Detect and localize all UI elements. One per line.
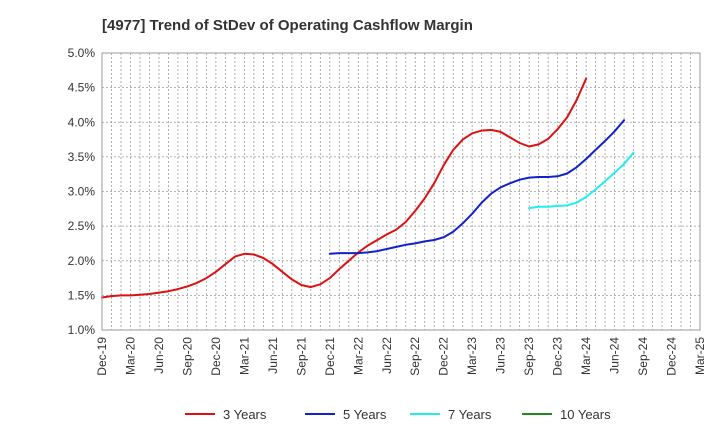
x-tick-label: Mar-21 <box>237 337 251 375</box>
x-tick-label: Dec-21 <box>323 337 337 376</box>
y-tick-label: 4.5% <box>68 81 96 95</box>
x-tick-label: Mar-22 <box>351 337 365 375</box>
x-tick-label: Jun-24 <box>608 337 622 374</box>
x-tick-label: Sep-21 <box>294 337 308 376</box>
series-line <box>528 151 635 210</box>
plot-frame <box>101 52 701 331</box>
x-tick-label: Sep-22 <box>408 337 422 376</box>
legend-label: 7 Years <box>448 407 492 422</box>
x-tick-label: Jun-20 <box>152 337 166 374</box>
grid <box>101 52 701 331</box>
x-tick-label: Sep-20 <box>180 337 194 376</box>
y-axis-ticks: 1.0% 1.5% 2.0% 2.5% 3.0% 3.5% 4.0% 4.5% 5.0% <box>68 46 96 337</box>
legend-label: 10 Years <box>560 407 611 422</box>
legend-label: 5 Years <box>343 407 387 422</box>
y-tick-label: 1.0% <box>68 323 96 337</box>
x-tick-label: Jun-22 <box>380 337 394 374</box>
x-tick-label: Dec-24 <box>665 337 679 376</box>
y-tick-label: 3.5% <box>68 150 96 164</box>
x-tick-label: Dec-22 <box>437 337 451 376</box>
x-tick-label: Sep-23 <box>522 337 536 376</box>
x-tick-label: Mar-25 <box>693 337 707 375</box>
y-tick-label: 3.0% <box>68 185 96 199</box>
series-line <box>328 119 626 255</box>
x-tick-label: Jun-23 <box>494 337 508 374</box>
x-tick-label: Mar-24 <box>579 337 593 375</box>
x-tick-label: Jun-21 <box>266 337 280 374</box>
x-tick-label: Dec-19 <box>95 337 109 376</box>
y-tick-label: 2.5% <box>68 219 96 233</box>
y-tick-label: 4.0% <box>68 115 96 129</box>
x-axis-ticks: Dec-19 Mar-20 Jun-20 Sep-20 Dec-20 Mar-21 Jun-… <box>95 337 707 376</box>
x-tick-label: Dec-23 <box>551 337 565 376</box>
legend: 3 Years 5 Years 7 Years 10 Years <box>185 407 611 422</box>
x-tick-label: Dec-20 <box>209 337 223 376</box>
y-tick-label: 5.0% <box>68 46 96 60</box>
chart-title: [4977] Trend of StDev of Operating Cashf… <box>102 17 473 34</box>
y-tick-label: 2.0% <box>68 254 96 268</box>
y-tick-label: 1.5% <box>68 288 96 302</box>
legend-label: 3 Years <box>223 407 267 422</box>
x-tick-label: Mar-23 <box>465 337 479 375</box>
series-line <box>101 77 588 299</box>
x-tick-label: Sep-24 <box>636 337 650 376</box>
x-tick-label: Mar-20 <box>123 337 137 375</box>
series-lines <box>101 77 635 299</box>
